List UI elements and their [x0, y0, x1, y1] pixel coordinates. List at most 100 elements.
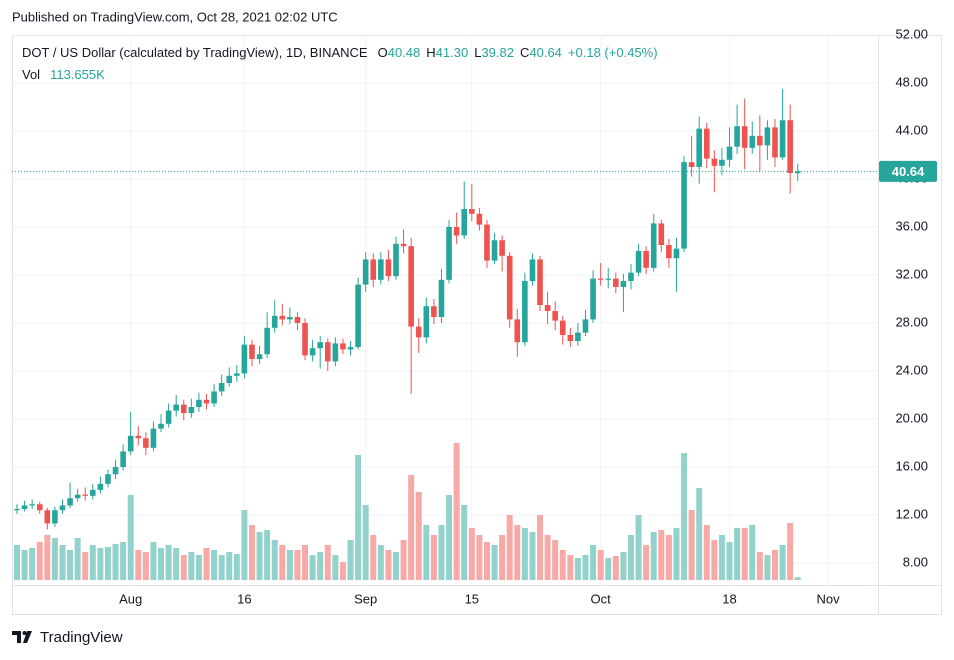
candle-body: [681, 162, 687, 249]
volume-bar: [188, 552, 195, 580]
volume-legend: Vol 113.655K: [22, 67, 105, 82]
legend-key: L: [474, 45, 481, 60]
candle-body: [127, 435, 134, 452]
candle-body: [719, 159, 725, 166]
legend-key: O: [378, 45, 388, 60]
candle-body: [461, 209, 468, 236]
candle-body: [597, 278, 604, 280]
volume-bar: [544, 535, 551, 580]
candle-body: [21, 505, 28, 510]
candle-body: [453, 227, 460, 236]
candle-body: [779, 120, 786, 158]
chart-frame: [12, 35, 942, 615]
candle-body: [143, 438, 149, 448]
candle-body: [378, 259, 384, 280]
y-tick-label: 16.00: [895, 458, 928, 473]
volume-bar: [339, 562, 346, 580]
y-tick-label: 8.00: [903, 554, 928, 569]
volume-bar: [673, 528, 680, 580]
symbol-title: DOT / US Dollar (calculated by TradingVi…: [22, 45, 368, 60]
candle-body: [537, 259, 543, 306]
volume-bar: [82, 552, 89, 580]
candle-body: [567, 335, 574, 342]
volume-bar: [483, 542, 490, 580]
candle-body: [658, 223, 665, 246]
candle-body: [294, 317, 301, 324]
volume-bar: [491, 545, 498, 580]
volume-bar: [453, 443, 460, 580]
volume-bar: [332, 555, 339, 580]
volume-bar: [89, 545, 96, 580]
y-tick-label: 24.00: [895, 362, 928, 377]
volume-bar: [14, 545, 20, 580]
volume-bar: [279, 545, 286, 580]
y-tick-label: 48.00: [895, 74, 928, 89]
volume-bar: [264, 530, 271, 580]
volume-bar: [286, 550, 293, 580]
legend-value: 39.82: [481, 45, 514, 60]
volume-bar: [696, 488, 703, 580]
candle-body: [643, 251, 649, 268]
volume-bar: [355, 455, 362, 580]
brand-logo: [12, 631, 32, 643]
volume-bar: [59, 545, 66, 580]
volume-bar: [271, 540, 278, 580]
volume-bar: [476, 535, 483, 580]
candle-body: [302, 323, 308, 356]
candle-body: [673, 248, 680, 259]
legend-change: +0.18 (+0.45%): [568, 45, 658, 60]
volume-bar: [211, 550, 218, 580]
volume-bar: [627, 535, 634, 580]
candle-body: [734, 126, 740, 147]
candle-body: [476, 213, 483, 225]
candle-body: [67, 498, 73, 506]
candle-body: [347, 347, 354, 350]
candle-body: [173, 404, 179, 411]
volume-bar: [203, 548, 210, 580]
volume-bar: [461, 505, 468, 580]
candle-body: [211, 391, 217, 404]
volume-bar: [650, 532, 657, 580]
volume-bar: [772, 550, 778, 580]
volume-bar: [370, 535, 377, 580]
x-tick-label: Nov: [816, 591, 840, 606]
candle-body: [741, 126, 748, 148]
candle-body: [218, 383, 225, 392]
candle-body: [385, 259, 392, 277]
logo-dot: [22, 631, 27, 635]
volume-bar: [36, 542, 43, 580]
volume-bar: [362, 505, 369, 580]
published-note: Published on TradingView.com, Oct 28, 20…: [12, 9, 338, 24]
volume-bar: [726, 542, 733, 580]
volume-bar: [756, 552, 763, 580]
candle-body: [29, 504, 35, 506]
volume-last: 113.655K: [50, 67, 105, 82]
volume-bar: [635, 515, 642, 580]
volume-bar: [703, 525, 710, 580]
candle-body: [309, 348, 316, 356]
volume-bar: [734, 528, 741, 580]
legend-value: 40.64: [529, 45, 562, 60]
volume-bar: [643, 545, 650, 580]
candle-body: [120, 451, 126, 468]
volume-bar: [74, 538, 81, 580]
volume-bar: [324, 545, 331, 580]
volume-bar: [438, 525, 445, 580]
candle-body: [256, 354, 263, 360]
volume-bar: [506, 515, 513, 580]
candle-body: [249, 344, 255, 360]
volume-bar: [794, 577, 801, 580]
volume-bar: [681, 453, 688, 580]
candle-body: [234, 373, 240, 376]
volume-bar: [529, 532, 536, 580]
candle-body: [726, 146, 733, 160]
volume-bar: [741, 528, 748, 580]
candle-body: [613, 278, 619, 288]
volume-bar: [180, 555, 187, 580]
volume-bar: [142, 552, 149, 580]
candle-body: [188, 407, 195, 414]
volume-bar: [44, 535, 51, 580]
volume-bar: [67, 550, 74, 580]
